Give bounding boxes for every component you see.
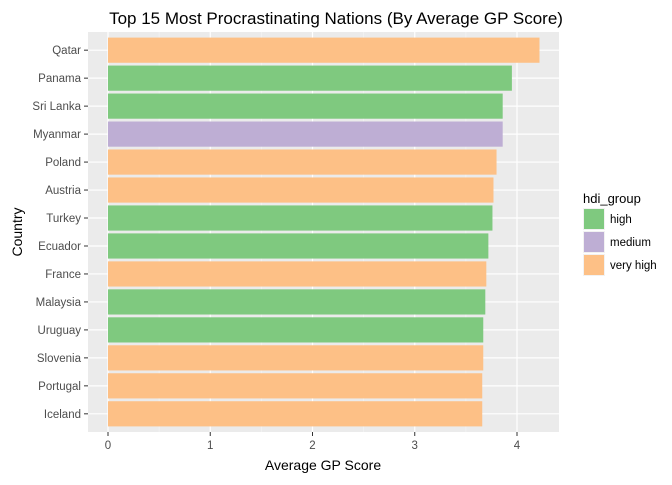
y-tick-label: Uruguay (38, 325, 82, 337)
x-tick-label: 2 (309, 440, 315, 452)
legend-label: very high (610, 260, 657, 272)
y-tick-label: Austria (45, 185, 81, 197)
legend: hdi_group high medium very high (583, 191, 657, 276)
legend-swatch (584, 209, 604, 229)
y-tick-label: France (45, 269, 81, 281)
legend-swatch (584, 232, 604, 252)
x-axis-ticks: 0 1 2 3 4 (105, 432, 521, 452)
x-tick-label: 3 (412, 440, 418, 452)
bar-myanmar (108, 121, 503, 147)
legend-items: high medium very high (583, 208, 657, 276)
bar-slovenia (108, 345, 484, 371)
x-tick-label: 0 (105, 440, 111, 452)
bar-qatar (108, 37, 540, 63)
legend-title: hdi_group (583, 191, 641, 206)
x-axis-label: Average GP Score (265, 457, 381, 473)
legend-label: medium (610, 237, 651, 249)
y-tick-label: Poland (45, 157, 81, 169)
bar-malaysia (108, 289, 486, 315)
bar-portugal (108, 373, 483, 399)
y-tick-label: Portugal (38, 381, 81, 393)
bar-turkey (108, 205, 493, 231)
legend-swatch (584, 255, 604, 275)
y-tick-label: Ecuador (38, 241, 81, 253)
plot-panel (88, 32, 559, 432)
legend-label: high (610, 214, 632, 226)
bar-sri-lanka (108, 93, 503, 119)
x-tick-label: 1 (207, 440, 213, 452)
chart-title: Top 15 Most Procrastinating Nations (By … (109, 9, 563, 28)
y-tick-label: Turkey (46, 213, 81, 225)
bars (108, 37, 540, 427)
y-tick-label: Malaysia (36, 297, 82, 309)
y-tick-label: Iceland (44, 409, 81, 421)
y-tick-label: Panama (38, 73, 81, 85)
bar-iceland (108, 401, 483, 427)
bar-ecuador (108, 233, 489, 259)
x-tick-label: 4 (514, 440, 521, 452)
bar-poland (108, 149, 497, 175)
y-tick-label: Slovenia (37, 353, 82, 365)
y-axis-label: Country (9, 207, 25, 256)
y-tick-label: Qatar (52, 45, 81, 57)
y-tick-label: Sri Lanka (32, 101, 81, 113)
y-tick-label: Myanmar (33, 129, 81, 141)
bar-panama (108, 65, 512, 91)
y-axis-ticks: Qatar Panama Sri Lanka Myanmar Poland Austria… (32, 45, 88, 421)
bar-uruguay (108, 317, 484, 343)
bar-france (108, 261, 487, 287)
bar-austria (108, 177, 494, 203)
